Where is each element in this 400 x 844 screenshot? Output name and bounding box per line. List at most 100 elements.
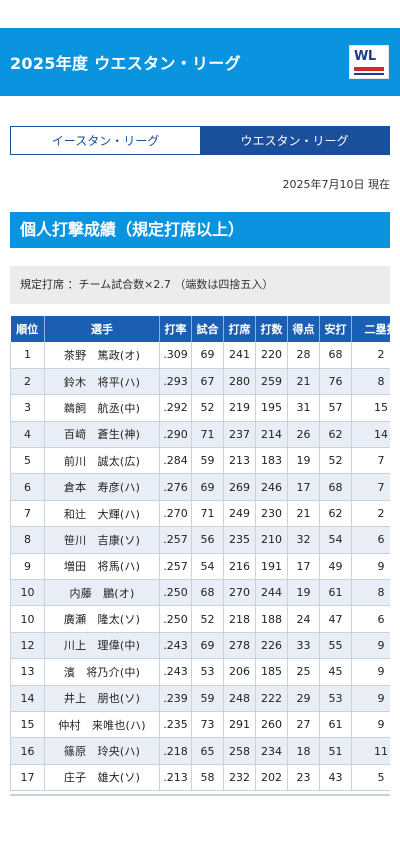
qualification-note: 規定打席 ：チーム試合数×2.7 （端数は四捨五入） — [10, 266, 390, 304]
cell-doubles: 9 — [351, 658, 390, 686]
table-row[interactable]: 13 濱 将乃介(中) .243 53 206 185 25 45 9 — [10, 658, 390, 686]
cell-player[interactable]: 篠原 玲央(ハ) — [44, 737, 160, 765]
cell-runs: 18 — [287, 737, 320, 765]
cell-games: 68 — [191, 579, 224, 607]
table-row[interactable]: 8 笹川 吉康(ソ) .257 56 235 210 32 54 6 — [10, 526, 390, 554]
cell-ab: 214 — [255, 421, 288, 449]
table-row[interactable]: 2 鈴木 将平(ハ) .293 67 280 259 21 76 8 — [10, 368, 390, 396]
app-header: 2025年度 ウエスタン・リーグ WL — [0, 28, 400, 96]
table-row[interactable]: 3 鵜飼 航丞(中) .292 52 219 195 31 57 15 — [10, 394, 390, 422]
section-title: 個人打撃成績（規定打席以上） — [10, 212, 390, 248]
cell-ab: 246 — [255, 473, 288, 501]
table-row[interactable]: 5 前川 誠太(広) .284 59 213 183 19 52 7 — [10, 447, 390, 475]
header-games[interactable]: 試合 — [191, 316, 224, 342]
cell-ab: 226 — [255, 632, 288, 660]
cell-doubles: 7 — [351, 447, 390, 475]
tab-western-league[interactable]: ウエスタン・リーグ — [200, 127, 389, 154]
table-row[interactable]: 14 井上 朋也(ソ) .239 59 248 222 29 53 9 — [10, 685, 390, 712]
cell-rank: 14 — [10, 685, 45, 712]
cell-pa: 213 — [223, 447, 256, 475]
cell-rank: 1 — [10, 342, 45, 369]
cell-player[interactable]: 井上 朋也(ソ) — [44, 685, 160, 712]
cell-player[interactable]: 廣瀬 隆太(ソ) — [44, 605, 160, 633]
cell-pa: 248 — [223, 685, 256, 712]
table-row[interactable]: 10 内藤 鵬(オ) .250 68 270 244 19 61 8 — [10, 579, 390, 607]
cell-runs: 29 — [287, 685, 320, 712]
cell-player[interactable]: 前川 誠太(広) — [44, 447, 160, 475]
cell-rank: 15 — [10, 711, 45, 739]
table-row[interactable]: 1 茶野 篤政(オ) .309 69 241 220 28 68 2 — [10, 342, 390, 369]
table-row[interactable]: 16 篠原 玲央(ハ) .218 65 258 234 18 51 11 — [10, 737, 390, 765]
cell-player[interactable]: 庄子 雄大(ソ) — [44, 764, 160, 792]
cell-doubles: 8 — [351, 368, 390, 396]
table-row[interactable]: 4 百﨑 蒼生(神) .290 71 237 214 26 62 14 — [10, 421, 390, 449]
cell-hits: 47 — [319, 605, 352, 633]
table-row[interactable]: 17 庄子 雄大(ソ) .213 58 232 202 23 43 5 — [10, 764, 390, 792]
cell-hits: 53 — [319, 685, 352, 712]
table-bottom-border — [10, 794, 390, 796]
cell-avg: .213 — [159, 764, 192, 792]
header-doubles[interactable]: 二塁打 — [351, 316, 390, 342]
cell-player[interactable]: 鈴木 将平(ハ) — [44, 368, 160, 396]
table-header-row: 順位 選手 打率 試合 打席 打数 得点 安打 二塁打 — [10, 316, 390, 342]
batting-stats-table-container[interactable]: 順位 選手 打率 試合 打席 打数 得点 安打 二塁打 1茶野 篤政(オ).30… — [10, 316, 390, 794]
cell-pa: 232 — [223, 764, 256, 792]
cell-player[interactable]: 内藤 鵬(オ) — [44, 579, 160, 607]
cell-ab: 259 — [255, 368, 288, 396]
header-player[interactable]: 選手 — [44, 316, 160, 342]
cell-pa: 235 — [223, 526, 256, 554]
cell-doubles: 6 — [351, 526, 390, 554]
cell-player[interactable]: 笹川 吉康(ソ) — [44, 526, 160, 554]
cell-player[interactable]: 倉本 寿彦(ハ) — [44, 473, 160, 501]
cell-doubles: 9 — [351, 553, 390, 581]
cell-runs: 26 — [287, 421, 320, 449]
cell-runs: 32 — [287, 526, 320, 554]
logo-red-bar — [354, 67, 384, 71]
cell-avg: .250 — [159, 579, 192, 607]
table-row[interactable]: 12 川上 理偉(中) .243 69 278 226 33 55 9 — [10, 632, 390, 660]
table-row[interactable]: 7 和辻 大輝(ハ) .270 71 249 230 21 62 2 — [10, 500, 390, 528]
table-row[interactable]: 15 仲村 来唯也(ハ) .235 73 291 260 27 61 9 — [10, 711, 390, 739]
cell-doubles: 9 — [351, 711, 390, 739]
cell-player[interactable]: 茶野 篤政(オ) — [44, 342, 160, 369]
cell-player[interactable]: 鵜飼 航丞(中) — [44, 394, 160, 422]
table-row[interactable]: 9 増田 将馬(ハ) .257 54 216 191 17 49 9 — [10, 553, 390, 581]
cell-rank: 16 — [10, 737, 45, 765]
cell-pa: 218 — [223, 605, 256, 633]
cell-avg: .243 — [159, 658, 192, 686]
cell-player[interactable]: 増田 将馬(ハ) — [44, 553, 160, 581]
cell-player[interactable]: 百﨑 蒼生(神) — [44, 421, 160, 449]
cell-doubles: 6 — [351, 605, 390, 633]
cell-games: 59 — [191, 447, 224, 475]
header-avg[interactable]: 打率 — [159, 316, 192, 342]
cell-ab: 244 — [255, 579, 288, 607]
cell-doubles: 8 — [351, 579, 390, 607]
cell-rank: 3 — [10, 394, 45, 422]
cell-avg: .309 — [159, 342, 192, 369]
header-runs[interactable]: 得点 — [287, 316, 320, 342]
header-rank[interactable]: 順位 — [10, 316, 45, 342]
header-ab[interactable]: 打数 — [255, 316, 288, 342]
header-pa[interactable]: 打席 — [223, 316, 256, 342]
tab-eastern-league[interactable]: イースタン・リーグ — [11, 127, 200, 154]
cell-player[interactable]: 和辻 大輝(ハ) — [44, 500, 160, 528]
table-row[interactable]: 10 廣瀬 隆太(ソ) .250 52 218 188 24 47 6 — [10, 605, 390, 633]
cell-player[interactable]: 濱 将乃介(中) — [44, 658, 160, 686]
cell-rank: 17 — [10, 764, 45, 792]
cell-doubles: 2 — [351, 500, 390, 528]
cell-rank: 6 — [10, 473, 45, 501]
cell-player[interactable]: 仲村 来唯也(ハ) — [44, 711, 160, 739]
cell-player[interactable]: 川上 理偉(中) — [44, 632, 160, 660]
cell-games: 71 — [191, 500, 224, 528]
cell-avg: .239 — [159, 685, 192, 712]
cell-games: 69 — [191, 632, 224, 660]
as-of-date: 2025年7月10日 現在 — [282, 178, 391, 191]
cell-doubles: 11 — [351, 737, 390, 765]
cell-avg: .276 — [159, 473, 192, 501]
league-logo[interactable]: WL — [349, 45, 389, 79]
cell-ab: 234 — [255, 737, 288, 765]
cell-rank: 12 — [10, 632, 45, 660]
cell-hits: 61 — [319, 711, 352, 739]
header-hits[interactable]: 安打 — [319, 316, 352, 342]
table-row[interactable]: 6 倉本 寿彦(ハ) .276 69 269 246 17 68 7 — [10, 473, 390, 501]
